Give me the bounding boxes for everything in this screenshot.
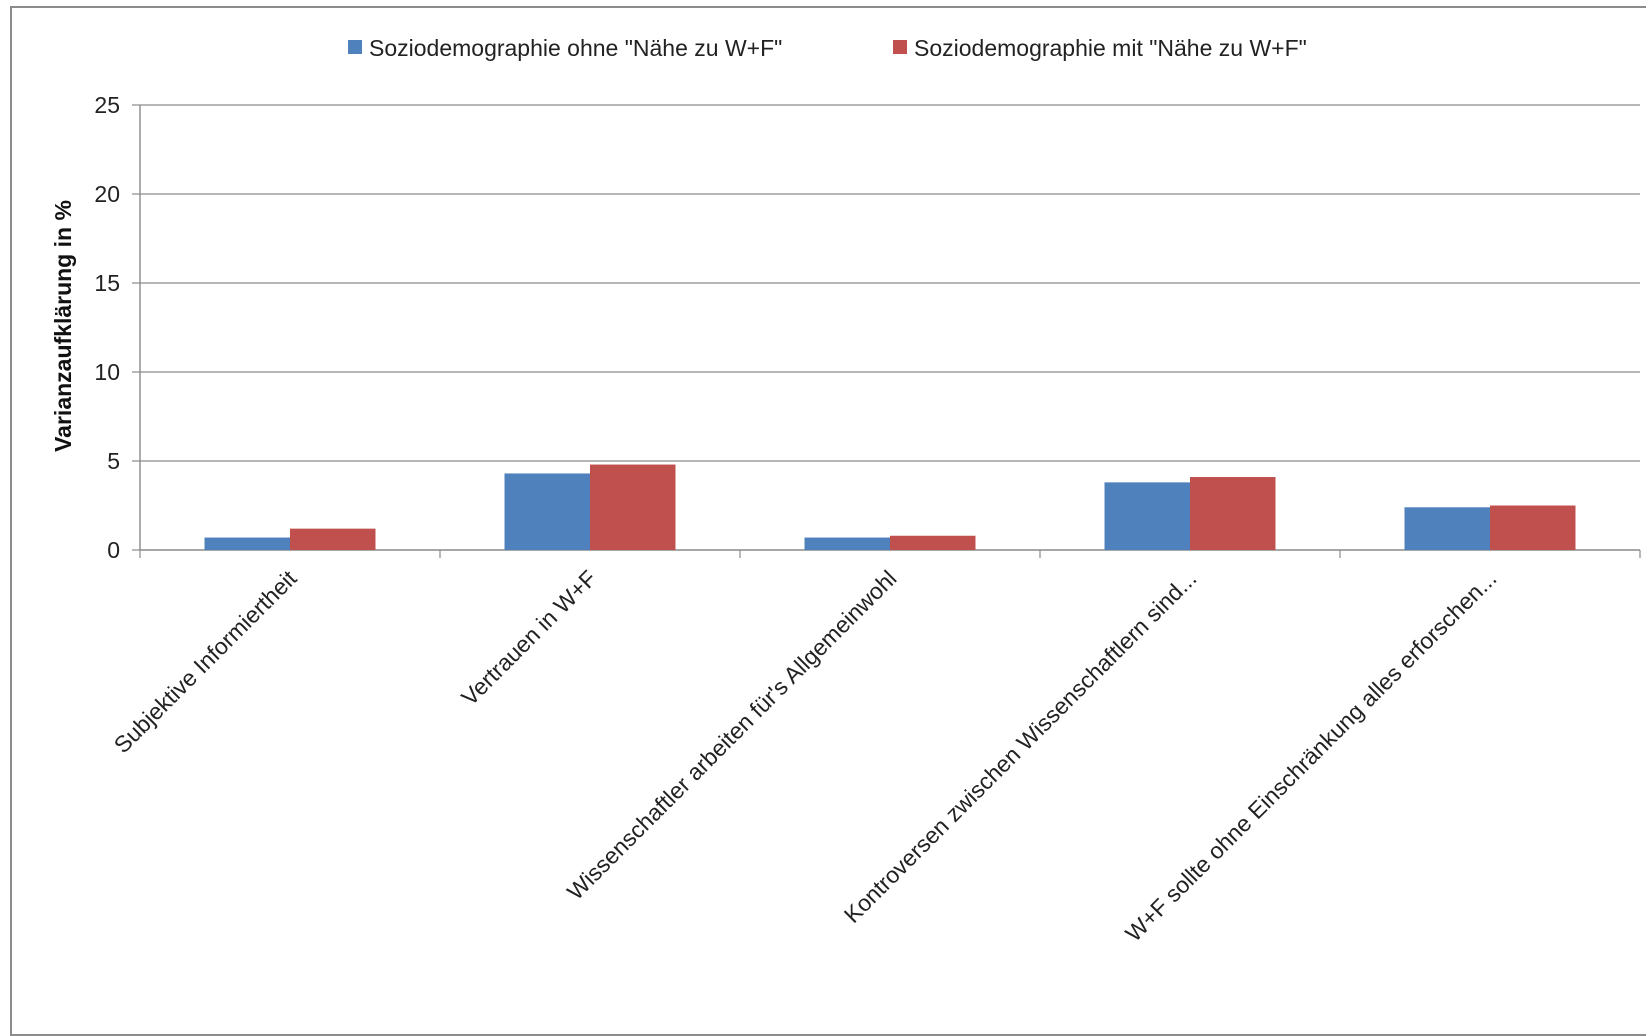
y-tick-label: 25	[94, 92, 120, 118]
bar-ohne	[804, 537, 890, 550]
y-axis-title: Varianzaufklärung in %	[50, 200, 76, 452]
legend-label: Soziodemographie ohne "Nähe zu W+F"	[369, 35, 782, 61]
y-tick-label: 20	[94, 181, 120, 207]
x-category-label: Subjektive Informiertheit	[109, 565, 302, 758]
legend: Soziodemographie ohne "Nähe zu W+F" Sozio…	[348, 35, 1307, 61]
bar-mit	[1490, 505, 1576, 550]
gridlines	[140, 104, 1640, 462]
axes	[132, 104, 1641, 558]
x-category-label: Wissenschaftler arbeiten für's Allgemein…	[562, 565, 902, 905]
x-category-label: Vertrauen in W+F	[456, 565, 601, 710]
chart-frame	[10, 6, 1646, 1036]
legend-swatch	[348, 40, 362, 54]
bar-ohne	[1104, 482, 1190, 550]
x-category-label: W+F sollte ohne Einschränkung alles erfo…	[1120, 565, 1501, 946]
bar-mit	[1190, 477, 1276, 550]
y-tick-label: 15	[94, 270, 120, 296]
legend-swatch	[893, 40, 907, 54]
bars	[204, 464, 1576, 550]
bar-mit	[290, 528, 376, 550]
x-category-label: Kontroversen zwischen Wissenschaftlern s…	[839, 565, 1202, 928]
bar-ohne	[504, 473, 590, 550]
bar-mit	[890, 535, 976, 550]
y-tick-label: 5	[107, 448, 120, 474]
y-tick-label: 0	[107, 537, 120, 563]
labels: 0 5 10 15 20 25 Subjektive Informiertheit Vertr…	[94, 92, 1501, 946]
legend-label: Soziodemographie mit "Nähe zu W+F"	[914, 35, 1307, 61]
y-tick-label: 10	[94, 359, 120, 385]
bar-ohne	[204, 537, 290, 550]
bar-mit	[590, 464, 676, 550]
bar-ohne	[1404, 507, 1490, 550]
